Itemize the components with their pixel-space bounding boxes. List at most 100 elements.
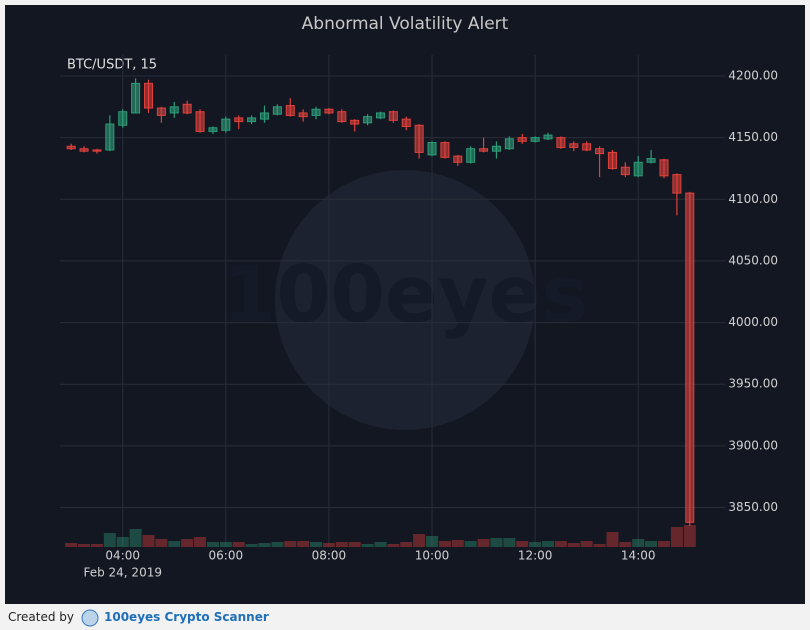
- volume-bar: [374, 542, 387, 547]
- candle-body: [607, 151, 617, 169]
- volume-bar: [554, 541, 567, 547]
- volume-bar: [670, 527, 683, 547]
- volume-bar: [683, 525, 696, 547]
- candle-body: [298, 112, 308, 118]
- x-tick-label: 06:00: [209, 549, 244, 563]
- y-tick-label: 4100.00: [728, 192, 778, 206]
- volume-bar: [593, 544, 606, 547]
- volume-bar: [258, 543, 271, 547]
- volume-bar: [516, 541, 529, 547]
- volume-bar: [245, 544, 258, 547]
- candle-body: [388, 111, 398, 121]
- candle-body: [92, 149, 102, 152]
- candle-body: [479, 148, 489, 152]
- candle-body: [582, 143, 592, 151]
- candle-body: [659, 159, 669, 177]
- candle-body: [221, 118, 231, 131]
- candle-body: [517, 137, 527, 142]
- volume-bar: [503, 538, 516, 547]
- volume-bar: [580, 541, 593, 547]
- volume-bar: [129, 529, 142, 547]
- candle-body: [633, 161, 643, 177]
- candle-body: [143, 82, 153, 109]
- volume-bar: [219, 542, 232, 547]
- candle-body: [208, 127, 218, 132]
- y-tick-label: 3950.00: [728, 377, 778, 391]
- volume-bar: [361, 544, 374, 547]
- created-by: Created by: [8, 610, 75, 624]
- x-tick-label: 04:00: [105, 549, 140, 563]
- candle-body: [66, 145, 76, 150]
- volume-bar: [194, 537, 207, 547]
- volume-bar: [297, 541, 310, 547]
- candle-body: [156, 107, 166, 116]
- candle-body: [234, 117, 244, 123]
- volume-bar: [400, 542, 413, 547]
- candle-body: [182, 103, 192, 114]
- candle-body: [337, 111, 347, 123]
- candle-body: [131, 82, 141, 114]
- y-tick-label: 3900.00: [728, 438, 778, 452]
- candle-body: [169, 106, 179, 114]
- candle-body: [247, 117, 257, 123]
- candle-body: [259, 112, 269, 120]
- volume-bar: [155, 539, 168, 547]
- volume-bar: [477, 539, 490, 547]
- candle-body: [595, 148, 605, 155]
- volume-bar: [284, 541, 297, 547]
- chart-title: Abnormal Volatility Alert: [302, 14, 509, 34]
- candle-body: [543, 134, 553, 140]
- candle-body: [324, 108, 334, 114]
- brand-logo: [81, 609, 99, 627]
- candle-body: [646, 158, 656, 163]
- volume-bar: [657, 541, 670, 547]
- volume-bar: [181, 539, 194, 547]
- x-tick-label: 08:00: [312, 549, 347, 563]
- volume-bar: [413, 534, 426, 547]
- volume-bar: [271, 542, 284, 547]
- volume-bar: [142, 535, 155, 547]
- candle-body: [105, 123, 115, 151]
- candle-body: [569, 143, 579, 148]
- candle-body: [350, 119, 360, 125]
- date-label: Feb 24, 2019: [83, 566, 162, 580]
- brand: 100eyes Crypto Scanner: [104, 610, 269, 624]
- x-tick-label: 12:00: [518, 549, 553, 563]
- volume-bar: [632, 539, 645, 547]
- candle-body: [375, 112, 385, 119]
- candle-body: [195, 111, 205, 132]
- x-tick-label: 10:00: [415, 549, 450, 563]
- candle-body: [414, 124, 424, 153]
- candle-body: [401, 118, 411, 128]
- footer: Created by 100eyes Crypto Scanner: [0, 606, 810, 630]
- volume-bar: [322, 543, 335, 547]
- volume-bar: [387, 544, 400, 547]
- volume-bar: [78, 544, 91, 547]
- x-tick-label: 14:00: [621, 549, 656, 563]
- candle-body: [620, 166, 630, 176]
- volume-bar: [103, 533, 116, 547]
- volume-bar: [645, 541, 658, 547]
- volume-bar: [567, 543, 580, 547]
- volume-bar: [116, 537, 129, 547]
- candle-body: [530, 137, 540, 142]
- y-tick-label: 3850.00: [728, 500, 778, 514]
- volume-bar: [90, 544, 103, 547]
- volume-bar: [606, 532, 619, 547]
- candle-body: [672, 174, 682, 194]
- volume-bar: [206, 542, 219, 547]
- chart: 100eyes Abnormal Volatility Alert BTC/US…: [5, 5, 805, 604]
- candle-body: [427, 142, 437, 156]
- volume-bar: [335, 542, 348, 547]
- candle-body: [272, 106, 282, 115]
- volume-bar: [529, 542, 542, 547]
- candle-body: [311, 108, 321, 116]
- y-tick-label: 4000.00: [728, 315, 778, 329]
- volume-bar: [619, 542, 632, 547]
- candle-body: [685, 192, 695, 523]
- volume-bar: [426, 536, 439, 547]
- volume-bar: [310, 542, 323, 547]
- watermark-circle: [275, 170, 535, 430]
- y-tick-label: 4050.00: [728, 253, 778, 267]
